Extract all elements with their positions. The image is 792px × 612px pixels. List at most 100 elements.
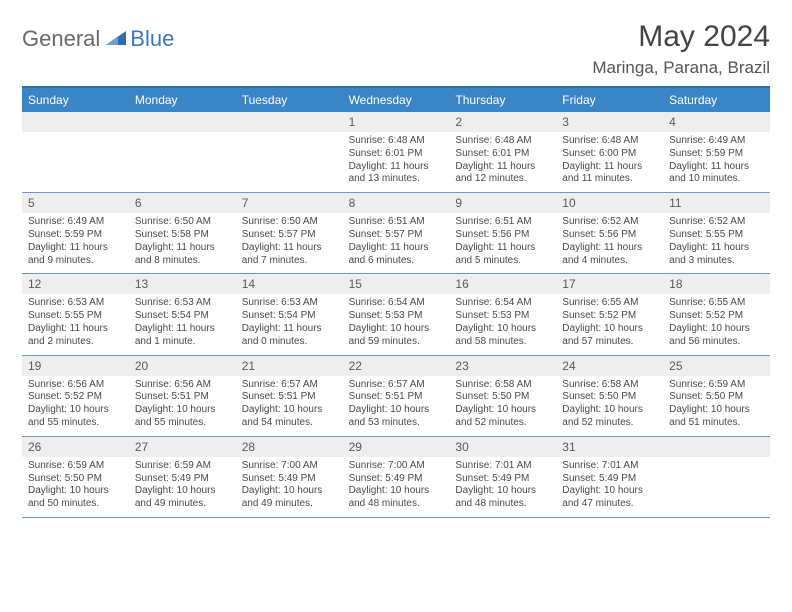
daylight-text: Daylight: 11 hours and 6 minutes.	[349, 242, 444, 268]
sunrise-text: Sunrise: 6:56 AM	[28, 379, 123, 392]
day-number: 27	[129, 437, 236, 457]
topbar: General Blue May 2024 Maringa, Parana, B…	[22, 20, 770, 78]
day-number: 1	[343, 112, 450, 132]
day-body	[236, 132, 343, 190]
sunset-text: Sunset: 5:49 PM	[349, 473, 444, 486]
sunset-text: Sunset: 5:50 PM	[455, 391, 550, 404]
day-number: 18	[663, 274, 770, 294]
sunset-text: Sunset: 5:51 PM	[135, 391, 230, 404]
day-number: 17	[556, 274, 663, 294]
sunrise-text: Sunrise: 7:01 AM	[455, 460, 550, 473]
sunset-text: Sunset: 5:52 PM	[562, 310, 657, 323]
day-cell: 31Sunrise: 7:01 AMSunset: 5:49 PMDayligh…	[556, 437, 663, 517]
day-body: Sunrise: 6:56 AMSunset: 5:51 PMDaylight:…	[129, 376, 236, 436]
day-body: Sunrise: 6:49 AMSunset: 5:59 PMDaylight:…	[663, 132, 770, 192]
sunrise-text: Sunrise: 6:48 AM	[349, 135, 444, 148]
logo: General Blue	[22, 20, 174, 52]
day-body: Sunrise: 6:53 AMSunset: 5:54 PMDaylight:…	[129, 294, 236, 354]
day-cell	[663, 437, 770, 517]
day-body: Sunrise: 6:50 AMSunset: 5:58 PMDaylight:…	[129, 213, 236, 273]
day-cell: 23Sunrise: 6:58 AMSunset: 5:50 PMDayligh…	[449, 356, 556, 436]
sunrise-text: Sunrise: 6:52 AM	[562, 216, 657, 229]
day-cell: 9Sunrise: 6:51 AMSunset: 5:56 PMDaylight…	[449, 193, 556, 273]
day-cell: 12Sunrise: 6:53 AMSunset: 5:55 PMDayligh…	[22, 274, 129, 354]
week-row: 5Sunrise: 6:49 AMSunset: 5:59 PMDaylight…	[22, 193, 770, 274]
day-number: 5	[22, 193, 129, 213]
sunset-text: Sunset: 5:59 PM	[28, 229, 123, 242]
week-row: 26Sunrise: 6:59 AMSunset: 5:50 PMDayligh…	[22, 437, 770, 518]
sunset-text: Sunset: 5:50 PM	[669, 391, 764, 404]
daylight-text: Daylight: 10 hours and 53 minutes.	[349, 404, 444, 430]
day-number: 6	[129, 193, 236, 213]
daylight-text: Daylight: 11 hours and 12 minutes.	[455, 161, 550, 187]
sunset-text: Sunset: 5:51 PM	[242, 391, 337, 404]
day-cell: 11Sunrise: 6:52 AMSunset: 5:55 PMDayligh…	[663, 193, 770, 273]
sunrise-text: Sunrise: 6:54 AM	[455, 297, 550, 310]
day-body: Sunrise: 6:52 AMSunset: 5:56 PMDaylight:…	[556, 213, 663, 273]
day-body: Sunrise: 7:01 AMSunset: 5:49 PMDaylight:…	[449, 457, 556, 517]
daylight-text: Daylight: 11 hours and 8 minutes.	[135, 242, 230, 268]
calendar-weeks: 1Sunrise: 6:48 AMSunset: 6:01 PMDaylight…	[22, 112, 770, 518]
day-cell: 3Sunrise: 6:48 AMSunset: 6:00 PMDaylight…	[556, 112, 663, 192]
day-cell: 26Sunrise: 6:59 AMSunset: 5:50 PMDayligh…	[22, 437, 129, 517]
sunset-text: Sunset: 5:49 PM	[455, 473, 550, 486]
daylight-text: Daylight: 11 hours and 4 minutes.	[562, 242, 657, 268]
sunrise-text: Sunrise: 6:52 AM	[669, 216, 764, 229]
week-row: 1Sunrise: 6:48 AMSunset: 6:01 PMDaylight…	[22, 112, 770, 193]
sunset-text: Sunset: 5:49 PM	[135, 473, 230, 486]
day-body: Sunrise: 6:55 AMSunset: 5:52 PMDaylight:…	[663, 294, 770, 354]
day-body: Sunrise: 6:54 AMSunset: 5:53 PMDaylight:…	[449, 294, 556, 354]
day-number: 2	[449, 112, 556, 132]
day-number	[663, 437, 770, 457]
day-number: 11	[663, 193, 770, 213]
day-cell: 29Sunrise: 7:00 AMSunset: 5:49 PMDayligh…	[343, 437, 450, 517]
day-number: 30	[449, 437, 556, 457]
sunset-text: Sunset: 5:57 PM	[242, 229, 337, 242]
day-number: 28	[236, 437, 343, 457]
day-number: 24	[556, 356, 663, 376]
day-body: Sunrise: 6:49 AMSunset: 5:59 PMDaylight:…	[22, 213, 129, 273]
day-body: Sunrise: 6:51 AMSunset: 5:57 PMDaylight:…	[343, 213, 450, 273]
sunrise-text: Sunrise: 6:54 AM	[349, 297, 444, 310]
daylight-text: Daylight: 11 hours and 9 minutes.	[28, 242, 123, 268]
day-cell: 25Sunrise: 6:59 AMSunset: 5:50 PMDayligh…	[663, 356, 770, 436]
day-body: Sunrise: 6:53 AMSunset: 5:54 PMDaylight:…	[236, 294, 343, 354]
sunset-text: Sunset: 5:50 PM	[28, 473, 123, 486]
calendar-page: General Blue May 2024 Maringa, Parana, B…	[0, 0, 792, 538]
sunrise-text: Sunrise: 6:51 AM	[455, 216, 550, 229]
day-cell: 20Sunrise: 6:56 AMSunset: 5:51 PMDayligh…	[129, 356, 236, 436]
daylight-text: Daylight: 10 hours and 52 minutes.	[562, 404, 657, 430]
sunrise-text: Sunrise: 6:49 AM	[669, 135, 764, 148]
day-number: 22	[343, 356, 450, 376]
sunset-text: Sunset: 5:53 PM	[349, 310, 444, 323]
sunset-text: Sunset: 5:58 PM	[135, 229, 230, 242]
day-number: 15	[343, 274, 450, 294]
sunset-text: Sunset: 5:55 PM	[28, 310, 123, 323]
day-cell: 24Sunrise: 6:58 AMSunset: 5:50 PMDayligh…	[556, 356, 663, 436]
daylight-text: Daylight: 10 hours and 48 minutes.	[455, 485, 550, 511]
day-cell: 15Sunrise: 6:54 AMSunset: 5:53 PMDayligh…	[343, 274, 450, 354]
sunrise-text: Sunrise: 6:50 AM	[242, 216, 337, 229]
daylight-text: Daylight: 10 hours and 47 minutes.	[562, 485, 657, 511]
sunset-text: Sunset: 5:56 PM	[562, 229, 657, 242]
day-body: Sunrise: 6:58 AMSunset: 5:50 PMDaylight:…	[556, 376, 663, 436]
daylight-text: Daylight: 10 hours and 57 minutes.	[562, 323, 657, 349]
day-cell	[236, 112, 343, 192]
sunrise-text: Sunrise: 6:48 AM	[562, 135, 657, 148]
week-row: 19Sunrise: 6:56 AMSunset: 5:52 PMDayligh…	[22, 356, 770, 437]
day-number: 31	[556, 437, 663, 457]
daylight-text: Daylight: 11 hours and 5 minutes.	[455, 242, 550, 268]
day-cell: 28Sunrise: 7:00 AMSunset: 5:49 PMDayligh…	[236, 437, 343, 517]
day-cell	[129, 112, 236, 192]
day-body: Sunrise: 6:48 AMSunset: 6:00 PMDaylight:…	[556, 132, 663, 192]
day-cell: 17Sunrise: 6:55 AMSunset: 5:52 PMDayligh…	[556, 274, 663, 354]
sunrise-text: Sunrise: 6:58 AM	[562, 379, 657, 392]
sunset-text: Sunset: 5:50 PM	[562, 391, 657, 404]
day-number	[22, 112, 129, 132]
day-header: Monday	[129, 88, 236, 112]
day-header: Saturday	[663, 88, 770, 112]
day-number: 14	[236, 274, 343, 294]
day-number: 23	[449, 356, 556, 376]
day-number: 26	[22, 437, 129, 457]
day-header: Tuesday	[236, 88, 343, 112]
